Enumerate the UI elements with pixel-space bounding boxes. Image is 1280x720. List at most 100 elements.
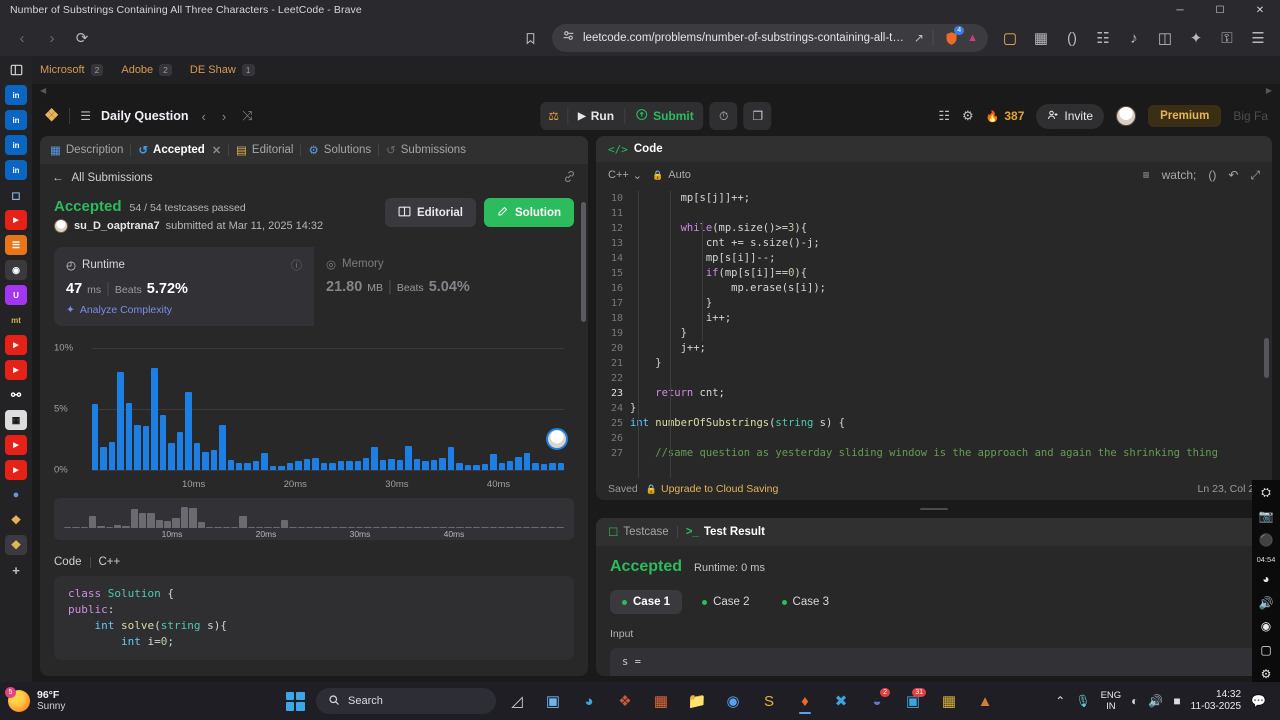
add-icon[interactable]: +: [12, 562, 20, 578]
wallet-icon[interactable]: ▦: [1033, 30, 1049, 47]
brave-rewards-icon[interactable]: ▲: [967, 32, 978, 44]
chart-bar[interactable]: [134, 424, 141, 470]
chart-bar[interactable]: [244, 462, 251, 470]
linkedin-icon[interactable]: in: [5, 110, 27, 130]
chart-bar[interactable]: [185, 391, 192, 470]
case-tab-3[interactable]: Case 3: [770, 590, 841, 614]
input-value-box[interactable]: s =: [610, 648, 1258, 676]
linkedin-icon[interactable]: in: [5, 135, 27, 155]
chart-bar[interactable]: [210, 450, 218, 470]
taskbar-search[interactable]: Search: [316, 688, 496, 714]
case-tab-1[interactable]: Case 1: [610, 590, 683, 614]
minimize-button[interactable]: ─: [1176, 4, 1184, 16]
avatar-icon[interactable]: ◕: [1262, 572, 1270, 587]
chart-bar[interactable]: [142, 426, 150, 470]
chart-bar[interactable]: [447, 446, 455, 470]
invite-button[interactable]: Invite: [1036, 103, 1105, 129]
chart-bar[interactable]: [227, 460, 234, 470]
chart-bar[interactable]: [549, 462, 556, 470]
teams-icon[interactable]: ◒ 2: [862, 686, 892, 716]
chrome-icon[interactable]: ◉: [726, 693, 740, 710]
eye-icon[interactable]: ◉: [5, 260, 27, 280]
screen-record-icon[interactable]: ⛭: [1261, 484, 1271, 499]
premium-button[interactable]: Premium: [1148, 105, 1222, 127]
youtube-icon[interactable]: ▶: [5, 335, 27, 355]
chart-bar[interactable]: [159, 415, 167, 470]
chart-bar[interactable]: [506, 461, 514, 470]
github-icon[interactable]: ⚯: [10, 388, 22, 402]
chart-bar[interactable]: [278, 466, 285, 470]
chart-bar[interactable]: [439, 457, 446, 470]
chart-bar[interactable]: [388, 459, 395, 470]
window-icon[interactable]: ▢: [1260, 643, 1272, 658]
submit-button[interactable]: Submit: [625, 102, 704, 130]
runtime-distribution-chart[interactable]: 0% 5% 10% 10ms 20ms 30ms 40ms: [54, 342, 574, 492]
menu-icon[interactable]: ☰: [1251, 30, 1265, 47]
wifi-icon[interactable]: ◐: [1131, 694, 1139, 708]
youtube-icon[interactable]: ▶: [5, 435, 27, 455]
calendar-icon[interactable]: ▦: [653, 693, 669, 710]
chart-bar[interactable]: [430, 460, 438, 470]
scroll-left-icon[interactable]: ◀: [40, 85, 47, 95]
avatar[interactable]: [54, 219, 68, 233]
chart-bar[interactable]: [329, 462, 336, 470]
left-panel-scrollbar[interactable]: [581, 202, 586, 322]
leetcode-icon[interactable]: ❖: [10, 513, 22, 527]
bookmark-folder-de-shaw[interactable]: DE Shaw 1: [190, 64, 255, 76]
question-list-icon[interactable]: ☰: [80, 109, 92, 123]
chart-bar[interactable]: [490, 454, 497, 470]
language-selector[interactable]: C++ ⌄: [608, 169, 642, 182]
apps-grid-icon[interactable]: ☷: [938, 108, 951, 123]
leetcode-logo-icon[interactable]: ❖: [44, 106, 60, 125]
globe-icon[interactable]: ●: [12, 489, 20, 501]
scroll-right-icon[interactable]: ▶: [1265, 85, 1272, 95]
weather-widget[interactable]: 5 96°F Sunny: [5, 687, 65, 713]
language-indicator[interactable]: ENG IN: [1101, 690, 1122, 712]
brackets-icon[interactable]: (): [1208, 167, 1217, 182]
chart-bar[interactable]: [202, 451, 209, 470]
chart-bar[interactable]: [108, 441, 116, 470]
mt-icon[interactable]: mt: [11, 315, 21, 325]
task-view-icon[interactable]: ▣: [545, 693, 561, 710]
note-icon[interactable]: ❐: [743, 102, 772, 130]
forward-icon[interactable]: ›: [49, 29, 55, 47]
leetcode-icon[interactable]: ❖: [5, 535, 27, 555]
chart-bar[interactable]: [371, 446, 378, 470]
prev-question-icon[interactable]: ‹: [201, 108, 206, 124]
music-icon[interactable]: ♪: [1130, 29, 1138, 47]
share-icon[interactable]: ↗: [913, 31, 924, 45]
info-icon[interactable]: ⓘ: [291, 260, 302, 272]
chart-bar[interactable]: [515, 456, 522, 470]
reader-icon[interactable]: ☰: [5, 235, 27, 255]
start-button[interactable]: [280, 686, 310, 716]
bookmark-folder-adobe[interactable]: Adobe 2: [121, 64, 172, 76]
avatar-marker[interactable]: [546, 428, 568, 450]
tab-solutions[interactable]: ⚙ Solutions: [308, 143, 371, 157]
editor-scrollbar[interactable]: [1264, 338, 1269, 378]
chart-bar[interactable]: [286, 462, 294, 470]
submitter-username[interactable]: su_D_oaptrana7: [74, 220, 160, 232]
chart-bar[interactable]: [303, 459, 311, 470]
explorer-icon[interactable]: 📁: [687, 693, 707, 710]
run-button[interactable]: ▶ Run: [568, 102, 624, 130]
back-icon[interactable]: ←: [52, 172, 64, 184]
link-icon[interactable]: [563, 170, 576, 186]
chart-bar[interactable]: [363, 457, 370, 470]
chart-bar[interactable]: [337, 461, 345, 470]
chart-bar[interactable]: [540, 463, 548, 470]
zoom-icon[interactable]: ▣ 31: [898, 686, 928, 716]
site-settings-icon[interactable]: [562, 29, 575, 47]
memory-stat-card[interactable]: ◎ Memory 21.80 MB | Beats 5.04%: [326, 258, 470, 295]
chart-bar[interactable]: [346, 461, 353, 470]
record-icon[interactable]: ⚫: [1258, 532, 1274, 547]
chart-bar[interactable]: [422, 461, 429, 470]
chart-bar[interactable]: [456, 462, 463, 470]
qr-icon[interactable]: ▦: [5, 410, 27, 430]
sparkle-icon[interactable]: ✦: [1189, 30, 1203, 47]
bookmark-icon[interactable]: watch;: [1161, 167, 1197, 182]
panel-resize-handle[interactable]: [596, 506, 1272, 512]
gmail-icon[interactable]: ◻: [11, 189, 21, 202]
notes-icon[interactable]: ▦: [941, 693, 957, 710]
panel-toggle-icon[interactable]: [5, 60, 27, 80]
udemy-icon[interactable]: U: [5, 285, 27, 305]
